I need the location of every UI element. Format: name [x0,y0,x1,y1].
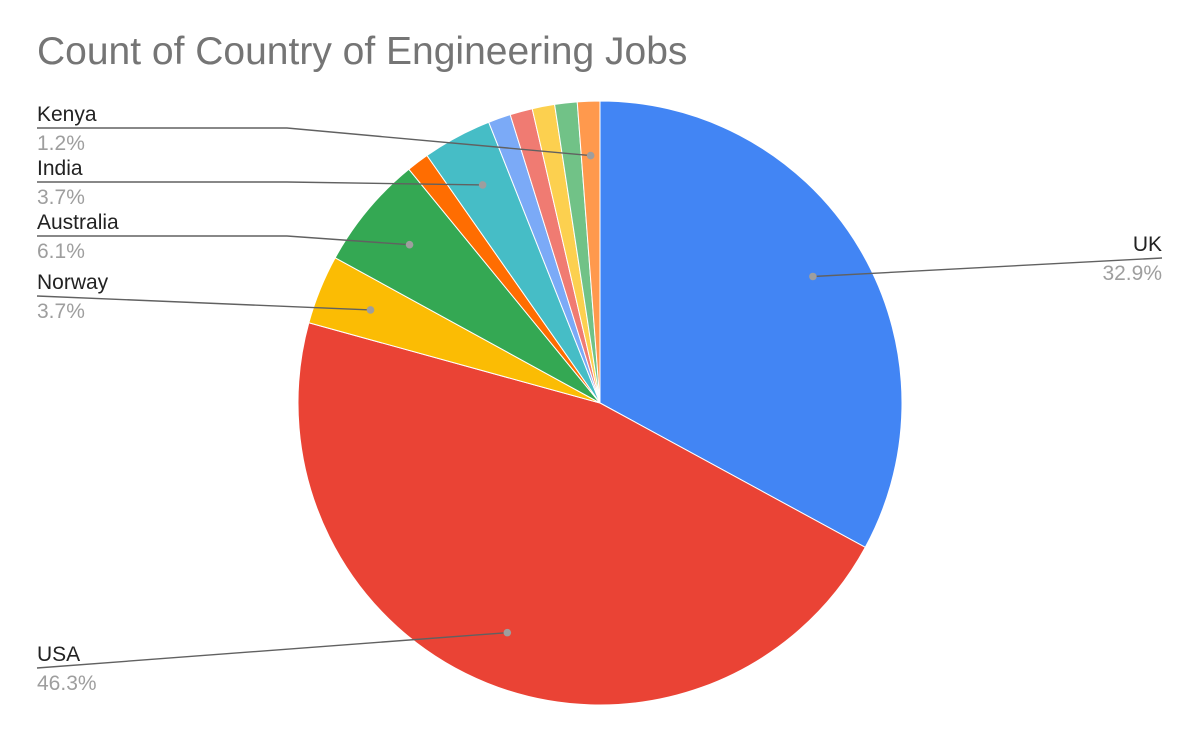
pie-slice-uk[interactable] [599,100,903,549]
leader-dot-australia [405,240,414,249]
leader-line-norway [36,295,371,311]
pie-labels: UK32.9%USA46.3%Norway3.7%Australia6.1%In… [36,103,1163,695]
slice-label-norway: Norway [37,271,109,294]
pie-slice-kenya[interactable] [576,100,601,404]
pie-slice-usa[interactable] [297,322,866,706]
slice-label-usa: USA [37,643,80,666]
leader-line-uk [812,257,1163,278]
leader-dot-india [478,181,487,189]
slice-percent-india: 3.7% [37,186,85,209]
slice-label-india: India [37,157,83,180]
slice-label-kenya: Kenya [37,103,97,126]
leader-dot-kenya [586,151,595,160]
slice-percent-kenya: 1.2% [37,132,85,155]
pie-slices [297,100,903,706]
slice-label-uk: UK [1133,233,1162,256]
slice-percent-uk: 32.9% [1102,262,1162,285]
leader-line-kenya [37,127,591,157]
leader-dot-norway [366,306,375,314]
leader-line-australia [37,235,410,246]
slice-percent-norway: 3.7% [37,300,85,323]
pie-slice-australia[interactable] [334,168,601,404]
leader-line-usa [36,631,508,669]
leader-line-india [37,181,483,186]
chart-title: Count of Country of Engineering Jobs [37,30,688,73]
slice-percent-australia: 6.1% [37,240,85,263]
slice-percent-usa: 46.3% [37,672,97,695]
leader-dot-uk [809,272,817,281]
leader-dot-usa [503,628,512,637]
slice-label-australia: Australia [37,211,119,234]
